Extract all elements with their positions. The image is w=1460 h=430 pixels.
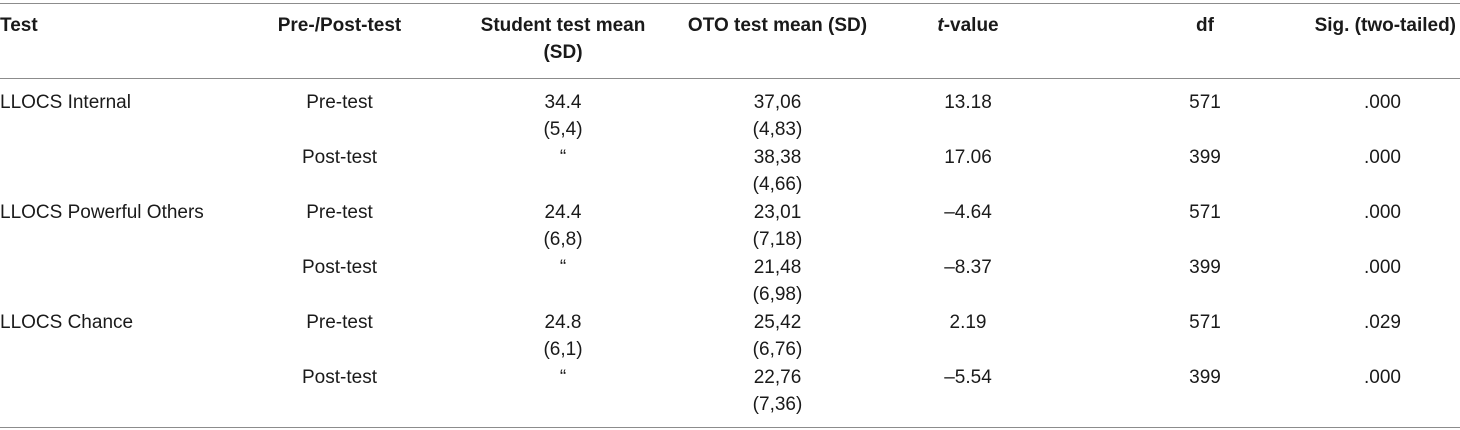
row-test-label: LLOCS Powerful Others bbox=[0, 202, 204, 223]
row-df: 571 bbox=[1189, 92, 1221, 113]
header-student-line2: (SD) bbox=[543, 42, 583, 63]
student-sd-value: (5,4) bbox=[543, 119, 583, 140]
row-test-label: LLOCS Chance bbox=[0, 312, 134, 333]
oto-mean-value: 23,01 bbox=[753, 202, 802, 223]
oto-mean-value: 38,38 bbox=[753, 147, 802, 168]
oto-mean-value: 25,42 bbox=[753, 312, 802, 333]
row-phase: Pre-test bbox=[306, 312, 373, 333]
row-student-mean: 34.4 (5,4) bbox=[468, 89, 658, 143]
header-oto-mean: OTO test mean (SD) bbox=[687, 15, 868, 36]
ditto-mark: “ bbox=[559, 147, 567, 168]
row-t-value: –8.37 bbox=[944, 257, 992, 278]
row-sig: .000 bbox=[1364, 92, 1401, 113]
row-t-value: 13.18 bbox=[944, 92, 992, 113]
student-sd-value: (6,1) bbox=[543, 339, 583, 360]
student-mean-value: 24.8 bbox=[544, 312, 582, 333]
student-sd-value: (6,8) bbox=[543, 229, 583, 250]
header-t-value: t-value bbox=[888, 12, 1048, 39]
row-student-mean: 24.4 (6,8) bbox=[468, 199, 658, 253]
header-df: df bbox=[1196, 15, 1214, 36]
row-test-label: LLOCS Internal bbox=[0, 92, 131, 113]
header-student-mean: Student test mean (SD) bbox=[468, 12, 658, 66]
row-oto-mean: 25,42 (6,76) bbox=[680, 309, 875, 363]
row-oto-mean: 21,48 (6,98) bbox=[680, 254, 875, 308]
student-mean-value: 34.4 bbox=[544, 92, 582, 113]
row-df: 571 bbox=[1189, 202, 1221, 223]
oto-sd-value: (6,76) bbox=[752, 339, 803, 360]
student-mean-value: 24.4 bbox=[544, 202, 582, 223]
header-t-italic: t bbox=[937, 15, 944, 36]
row-phase: Pre-test bbox=[306, 92, 373, 113]
row-df: 399 bbox=[1189, 147, 1221, 168]
row-phase: Post-test bbox=[302, 367, 377, 388]
row-sig: .000 bbox=[1364, 147, 1401, 168]
row-df: 571 bbox=[1189, 312, 1221, 333]
table-top-rule bbox=[0, 3, 1460, 4]
row-phase: Post-test bbox=[302, 257, 377, 278]
oto-sd-value: (7,18) bbox=[752, 229, 803, 250]
header-prepost: Pre-/Post-test bbox=[277, 15, 402, 36]
header-sig: Sig. (two-tailed) bbox=[1314, 15, 1456, 36]
row-df: 399 bbox=[1189, 367, 1221, 388]
row-t-value: 2.19 bbox=[949, 312, 987, 333]
row-student-mean: “ bbox=[468, 364, 658, 391]
row-sig: .029 bbox=[1364, 312, 1401, 333]
row-phase: Post-test bbox=[302, 147, 377, 168]
row-oto-mean: 37,06 (4,83) bbox=[680, 89, 875, 143]
row-df: 399 bbox=[1189, 257, 1221, 278]
row-sig: .000 bbox=[1364, 367, 1401, 388]
row-t-value: –5.54 bbox=[944, 367, 992, 388]
row-student-mean: “ bbox=[468, 144, 658, 171]
row-oto-mean: 23,01 (7,18) bbox=[680, 199, 875, 253]
oto-sd-value: (4,83) bbox=[752, 119, 803, 140]
row-oto-mean: 22,76 (7,36) bbox=[680, 364, 875, 418]
oto-sd-value: (7,36) bbox=[752, 394, 803, 415]
header-t-rest: -value bbox=[943, 15, 999, 36]
row-oto-mean: 38,38 (4,66) bbox=[680, 144, 875, 198]
oto-sd-value: (6,98) bbox=[752, 284, 803, 305]
row-sig: .000 bbox=[1364, 257, 1401, 278]
row-t-value: –4.64 bbox=[944, 202, 992, 223]
ditto-mark: “ bbox=[559, 257, 567, 278]
header-test: Test bbox=[0, 15, 38, 36]
table-bottom-rule bbox=[0, 427, 1460, 428]
row-phase: Pre-test bbox=[306, 202, 373, 223]
oto-mean-value: 37,06 bbox=[753, 92, 802, 113]
oto-mean-value: 22,76 bbox=[753, 367, 802, 388]
row-student-mean: “ bbox=[468, 254, 658, 281]
oto-sd-value: (4,66) bbox=[752, 174, 803, 195]
header-student-line1: Student test mean bbox=[480, 15, 646, 36]
header-rule bbox=[0, 78, 1460, 79]
row-sig: .000 bbox=[1364, 202, 1401, 223]
ditto-mark: “ bbox=[559, 367, 567, 388]
row-t-value: 17.06 bbox=[944, 147, 992, 168]
row-student-mean: 24.8 (6,1) bbox=[468, 309, 658, 363]
oto-mean-value: 21,48 bbox=[753, 257, 802, 278]
